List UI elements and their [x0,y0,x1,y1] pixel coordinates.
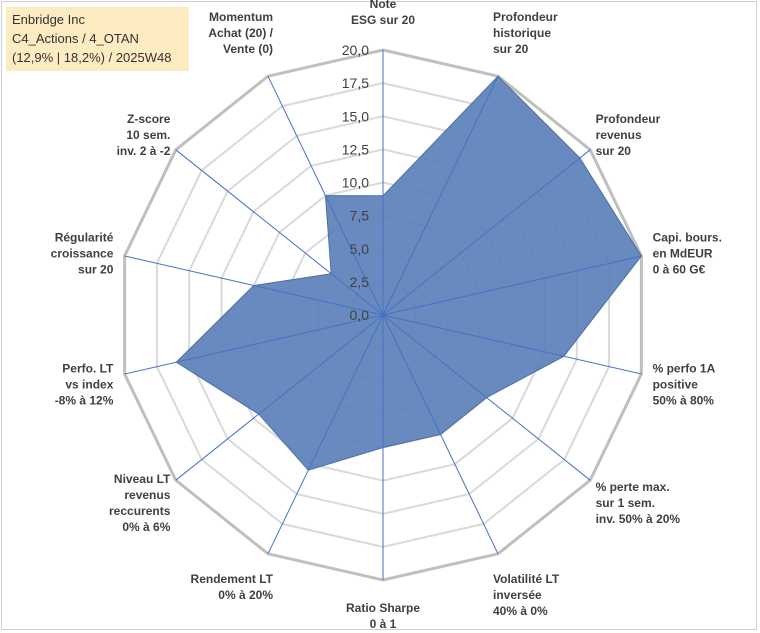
axis-spoke [175,149,384,316]
category-label-line: Volatilité LT [493,572,560,586]
category-label: Note ESG sur 20 [351,0,415,27]
category-label-line: ESG sur 20 [351,13,415,27]
category-label: Profondeur revenus sur 20 [596,112,661,158]
category-label-line: Vente (0) [223,42,273,56]
category-label: Capi. bours. en MdEUR 0 à 60 G€ [653,230,722,276]
category-label-line: revenus [596,128,642,142]
category-label-line: reccurents [109,504,171,518]
category-label-line: Rendement LT [191,572,274,586]
axis-spoke [267,75,384,316]
category-labels: Note ESG sur 20 Profondeur historique sur 20… [51,0,722,631]
r-tick-label: 15,0 [342,108,369,124]
category-label-line: Achat (20) / [208,26,273,40]
category-label-line: Régularité [55,230,114,244]
category-label-line: 0% à 20% [218,588,273,602]
category-label-line: % perfo 1A [653,362,716,376]
category-label-line: en MdEUR [653,246,713,260]
category-label-line: Capi. bours. [653,230,722,244]
portfolio-category: C4_Actions / 4_OTAN [12,31,139,46]
chart-title-box: Enbridge Inc C4_Actions / 4_OTAN (12,9% … [6,7,189,71]
category-label: Z-score 10 sem. inv. 2 à -2 [117,112,171,158]
category-label: % perte max. sur 1 sem. inv. 50% à 20% [596,480,681,526]
category-label-line: Z-score [127,112,171,126]
category-label-line: 0 à 1 [370,617,397,631]
category-label-line: revenus [124,488,170,502]
tick-layer: 0,0 2,5 5,0 7,5 10,0 12,5 15,0 17,5 20,0 [342,42,369,323]
axis-spoke [382,314,499,555]
r-tick-label: 0,0 [350,307,370,323]
category-label: Profondeur historique sur 20 [493,10,558,56]
axis-spoke [124,314,384,375]
category-label: Rendement LT 0% à 20% [191,572,274,602]
category-label: Régularité croissance sur 20 [51,230,114,276]
r-tick-label: 12,5 [342,141,369,157]
r-tick-label: 10,0 [342,175,369,191]
axis-spoke [175,314,384,481]
category-label: Volatilité LT inversée 40% à 0% [493,572,560,618]
category-label-line: Momentum [209,10,273,24]
category-label-line: 0 à 60 G€ [653,262,706,276]
category-label: Ratio Sharpe 0 à 1 [346,601,420,631]
axis-spoke [267,314,384,555]
category-label-line: -8% à 12% [55,394,114,408]
axis-spoke [124,255,384,316]
category-label-line: inv. 50% à 20% [596,512,681,526]
axis-spoke [382,75,499,316]
r-tick-label: 2,5 [350,274,370,290]
category-label-line: % perte max. [596,480,670,494]
category-label-line: Perfo. LT [62,362,114,376]
category-label-line: sur 20 [78,262,114,276]
category-label-line: 0% à 6% [122,520,170,534]
r-tick-label: 17,5 [342,75,369,91]
category-label-line: historique [493,26,551,40]
category-label-line: Ratio Sharpe [346,601,420,615]
category-label-line: Niveau LT [114,472,171,486]
category-label-line: 10 sem. [126,128,170,142]
axis-spoke [382,314,642,375]
category-label-line: Profondeur [596,112,661,126]
performance-summary: (12,9% | 18,2%) / 2025W48 [12,50,172,65]
category-label: Perfo. LT vs index -8% à 12% [55,362,114,408]
category-label-line: 40% à 0% [493,604,548,618]
r-tick-label: 7,5 [350,208,370,224]
series-layer [124,50,643,580]
category-label: % perfo 1A positive 50% à 80% [653,362,716,408]
category-label-line: sur 20 [493,42,529,56]
company-name: Enbridge Inc [12,12,85,27]
r-tick-label: 20,0 [342,42,369,58]
category-label-line: sur 1 sem. [596,496,655,510]
axis-spoke [382,255,642,316]
category-label-line: inversée [493,588,542,602]
category-label: Momentum Achat (20) / Vente (0) [208,10,273,56]
axis-spoke [382,314,591,481]
category-label-line: inv. 2 à -2 [117,144,171,158]
category-label-line: positive [653,378,699,392]
r-tick-label: 5,0 [350,241,370,257]
category-label-line: 50% à 80% [653,394,715,408]
category-label-line: vs index [65,378,113,392]
category-label-line: Note [370,0,397,11]
category-label-line: sur 20 [596,144,632,158]
category-label-line: Profondeur [493,10,558,24]
category-label: Niveau LT revenus reccurents 0% à 6% [109,472,171,534]
axis-spoke [382,149,591,316]
category-label-line: croissance [51,246,114,260]
